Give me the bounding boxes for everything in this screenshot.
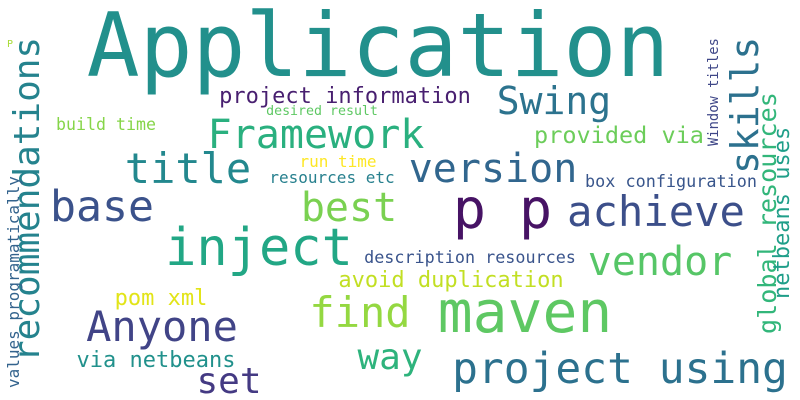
word-base: base [50,182,154,233]
word-title: title [124,144,252,193]
word-application: Application [86,0,670,97]
word-description-resources: description resources [364,246,576,267]
word-project-information: project information [219,84,471,109]
word-p-p: p p [452,177,553,241]
word-pom-xml: pom xml [114,286,208,311]
word-desired-result: desired result [266,104,378,120]
word-build-time: build time [56,114,156,134]
word-inject: inject [165,218,353,278]
word-version: version [408,146,578,192]
word-run-time: run time [299,152,377,171]
word-p-small: P [6,39,14,50]
word-achieve: achieve [567,186,745,236]
word-way: way [357,337,423,378]
word-box-configuration: box configuration [585,170,757,191]
word-avoid-duplication: avoid duplication [338,268,564,293]
word-anyone: Anyone [86,302,238,351]
word-via-netbeans: via netbeans [76,348,236,373]
word-set: set [196,361,262,400]
word-project-using: project using [452,343,788,394]
word-framework: Framework [207,112,425,158]
word-resources-etc: resources etc [269,168,395,187]
word-best: best [300,185,398,231]
word-netbeans-uses: netbeans uses [770,126,795,300]
word-swing: Swing [496,79,612,123]
word-provided-via: provided via [534,121,704,150]
word-maven: maven [437,278,613,346]
word-values-programatically: values programatically [4,176,23,388]
word-vendor: vendor [587,239,733,285]
word-find: find [309,288,411,337]
word-window-titles: Window titles [706,38,723,146]
